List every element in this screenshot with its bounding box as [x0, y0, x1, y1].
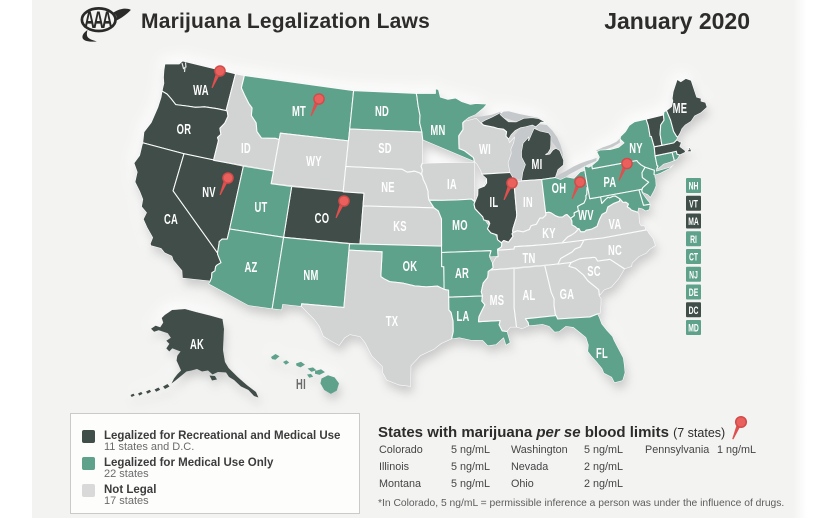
svg-text:AR: AR [455, 265, 469, 282]
svg-text:NV: NV [202, 184, 216, 201]
svg-text:ND: ND [375, 103, 389, 120]
svg-text:MT: MT [292, 103, 306, 120]
svg-text:MO: MO [452, 217, 468, 234]
svg-text:MA: MA [688, 215, 699, 227]
svg-text:AL: AL [522, 287, 535, 304]
svg-text:KY: KY [542, 225, 556, 242]
svg-text:ME: ME [673, 100, 688, 117]
svg-text:NC: NC [608, 242, 622, 259]
svg-text:VT: VT [689, 198, 698, 210]
svg-text:FL: FL [596, 345, 608, 362]
svg-text:IA: IA [447, 176, 457, 193]
svg-text:CO: CO [315, 210, 330, 227]
svg-text:NH: NH [689, 180, 699, 192]
svg-text:OR: OR [177, 121, 192, 138]
svg-text:AZ: AZ [244, 259, 257, 276]
svg-text:WV: WV [578, 207, 594, 224]
svg-text:OH: OH [552, 180, 567, 197]
svg-text:TX: TX [386, 313, 399, 330]
svg-text:NE: NE [381, 179, 395, 196]
svg-text:AK: AK [190, 336, 204, 353]
svg-text:WY: WY [306, 153, 322, 170]
svg-text:RI: RI [690, 233, 697, 245]
svg-text:TN: TN [522, 250, 535, 267]
svg-text:CT: CT [689, 251, 698, 263]
svg-text:SD: SD [378, 140, 392, 157]
svg-text:KS: KS [393, 218, 407, 235]
svg-text:AAA: AAA [84, 7, 112, 33]
svg-text:PA: PA [604, 174, 617, 191]
svg-text:LA: LA [456, 308, 469, 325]
svg-text:UT: UT [254, 199, 267, 216]
svg-text:WA: WA [193, 82, 209, 99]
svg-text:NJ: NJ [689, 269, 698, 281]
svg-text:VA: VA [609, 216, 622, 233]
svg-text:IN: IN [523, 194, 533, 211]
svg-text:GA: GA [560, 286, 575, 303]
svg-text:NM: NM [303, 267, 318, 284]
svg-text:WI: WI [479, 141, 491, 158]
svg-text:OK: OK [403, 258, 418, 275]
svg-text:MN: MN [430, 122, 445, 139]
svg-text:NY: NY [629, 140, 643, 157]
svg-text:IL: IL [490, 194, 499, 211]
svg-text:DC: DC [689, 304, 699, 316]
svg-text:DE: DE [689, 286, 698, 298]
svg-text:MI: MI [532, 156, 543, 173]
svg-text:MS: MS [490, 292, 505, 309]
svg-text:SC: SC [587, 263, 601, 280]
svg-text:CA: CA [164, 211, 178, 228]
svg-text:HI: HI [296, 376, 306, 393]
svg-text:MD: MD [688, 322, 699, 334]
svg-text:ID: ID [241, 140, 251, 157]
